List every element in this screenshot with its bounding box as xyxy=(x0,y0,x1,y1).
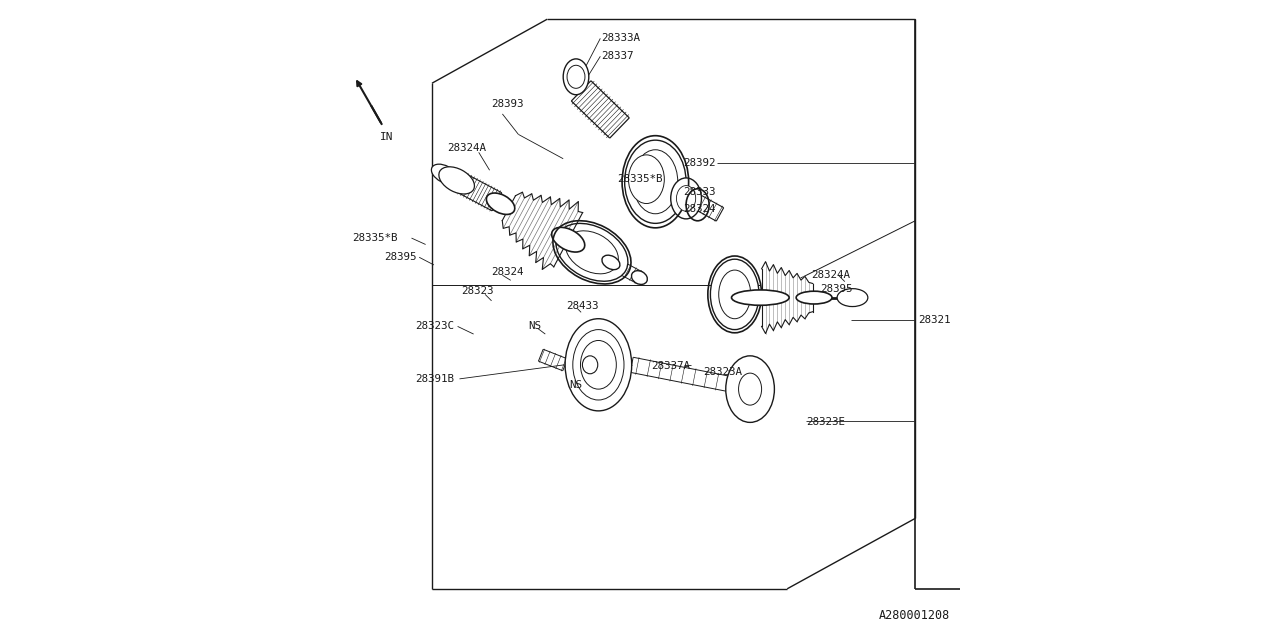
Text: 28392: 28392 xyxy=(684,158,716,168)
Text: 28324A: 28324A xyxy=(812,270,850,280)
Polygon shape xyxy=(502,192,582,269)
Text: 28324: 28324 xyxy=(492,267,524,277)
Text: 28395: 28395 xyxy=(384,252,416,262)
Ellipse shape xyxy=(625,140,686,223)
Ellipse shape xyxy=(676,186,696,211)
Ellipse shape xyxy=(567,65,585,88)
Text: 28333A: 28333A xyxy=(602,33,640,44)
Ellipse shape xyxy=(726,356,774,422)
Text: 28323E: 28323E xyxy=(806,417,845,428)
Text: 28321: 28321 xyxy=(919,315,951,325)
Polygon shape xyxy=(762,262,813,333)
Text: 28433: 28433 xyxy=(566,301,599,311)
Text: NS: NS xyxy=(529,321,541,332)
Ellipse shape xyxy=(710,259,759,330)
Text: 28323: 28323 xyxy=(461,286,493,296)
Ellipse shape xyxy=(837,289,868,307)
Ellipse shape xyxy=(602,255,620,269)
Text: 28395: 28395 xyxy=(820,284,852,294)
Text: 28324: 28324 xyxy=(684,204,716,214)
Text: 28323A: 28323A xyxy=(703,367,741,378)
Text: 28323C: 28323C xyxy=(415,321,453,332)
Ellipse shape xyxy=(719,270,751,319)
Text: 28337A: 28337A xyxy=(652,361,690,371)
Ellipse shape xyxy=(796,291,832,304)
Ellipse shape xyxy=(566,231,618,274)
Text: 28333: 28333 xyxy=(684,187,716,197)
Text: IN: IN xyxy=(380,132,394,143)
Text: 28324A: 28324A xyxy=(447,143,485,154)
Text: NS: NS xyxy=(570,380,582,390)
Ellipse shape xyxy=(671,178,701,219)
Text: 28393: 28393 xyxy=(492,99,524,109)
Ellipse shape xyxy=(439,167,475,194)
Ellipse shape xyxy=(634,150,678,214)
Text: 28335*B: 28335*B xyxy=(352,233,398,243)
Ellipse shape xyxy=(552,227,585,252)
Text: A280001208: A280001208 xyxy=(879,609,950,622)
Ellipse shape xyxy=(582,356,598,374)
Ellipse shape xyxy=(573,330,625,400)
Ellipse shape xyxy=(628,155,664,204)
Ellipse shape xyxy=(556,223,628,281)
Ellipse shape xyxy=(486,193,515,214)
Ellipse shape xyxy=(566,319,632,411)
Ellipse shape xyxy=(739,373,762,405)
Ellipse shape xyxy=(581,340,617,389)
Text: 28337: 28337 xyxy=(602,51,634,61)
Ellipse shape xyxy=(563,59,589,95)
Ellipse shape xyxy=(631,271,648,284)
Ellipse shape xyxy=(732,290,788,305)
Ellipse shape xyxy=(431,164,457,184)
Text: 28391B: 28391B xyxy=(415,374,453,384)
Text: 28335*B: 28335*B xyxy=(618,174,663,184)
